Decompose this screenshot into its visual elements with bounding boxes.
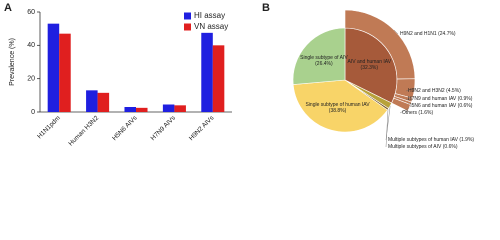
label-name: Others — [402, 110, 418, 116]
label-value: (0.6%) — [443, 144, 458, 150]
y-tick-label: 0 — [31, 109, 35, 116]
bar — [47, 23, 60, 113]
ring-label: Others (1.6%) — [402, 110, 433, 116]
label-name: H7N9 and human IAV — [408, 96, 457, 102]
x-tick-label: H5N6 AIVs — [111, 114, 139, 142]
legend-swatch — [184, 23, 191, 31]
y-axis-label: Prevalence (%) — [9, 38, 16, 86]
label-name: H9N2 and H3N2 — [408, 88, 445, 94]
legend-swatch — [184, 12, 191, 20]
x-tick-label: Human H3N2 — [67, 114, 100, 147]
slice-label: Multiple subtypes of human IAV (1.9%) — [388, 137, 474, 143]
slice-value: (26.4%) — [315, 61, 333, 67]
label-name: Multiple subtypes of human IAV — [388, 137, 459, 143]
bar — [201, 32, 213, 113]
ring-label: H9N2 and H1N1 (24.7%) — [400, 31, 456, 37]
slice-label: Single subtype of human IAV — [305, 102, 370, 108]
leader-line — [405, 98, 413, 101]
leader-line — [393, 29, 399, 35]
bar — [174, 105, 186, 112]
bar — [86, 90, 98, 112]
x-tick-label: H1N1pdm — [36, 115, 62, 141]
bar — [59, 33, 71, 112]
label-value: (0.9%) — [458, 96, 473, 102]
bar — [136, 107, 148, 112]
bar — [162, 104, 175, 112]
label-value: (0.6%) — [458, 103, 473, 109]
pie-slice — [292, 79, 388, 133]
x-tick-label: H9N2 AIVs — [188, 114, 216, 142]
panel-label: A — [4, 2, 12, 14]
legend-label: HI assay — [194, 11, 225, 20]
label-name: H5N6 and human IAV — [408, 103, 457, 109]
panel-label: B — [262, 2, 270, 14]
label-value: (24.7%) — [438, 31, 456, 37]
y-tick-label: 60 — [27, 9, 35, 16]
ring-label: H7N9 and human IAV (0.9%) — [408, 96, 473, 102]
slice-label: AIV and human IAV — [348, 59, 392, 65]
label-value: (1.6%) — [418, 110, 433, 116]
bar — [212, 45, 225, 113]
slice-label: Multiple subtypes of AIV (0.6%) — [388, 144, 458, 150]
label-value: (1.9%) — [459, 137, 474, 143]
bar — [124, 107, 136, 112]
label-value: (4.5%) — [446, 88, 461, 94]
leader-line — [385, 109, 389, 148]
legend-label: VN assay — [194, 22, 228, 31]
bar — [97, 92, 110, 112]
y-tick-label: 20 — [27, 76, 35, 83]
ring-label: H5N6 and human IAV (0.6%) — [408, 103, 473, 109]
slice-value: (32.3%) — [361, 65, 379, 71]
label-name: H9N2 and H1N1 — [400, 31, 437, 37]
figure: A B Prevalence (%) 0 20 40 60 H1N1pdm Human H… — [4, 2, 474, 150]
slice-label: Single subtype of AIV — [300, 55, 348, 61]
leader-line — [405, 88, 415, 92]
y-tick-label: 40 — [27, 42, 35, 49]
ring-label: H9N2 and H3N2 (4.5%) — [408, 88, 461, 94]
pie-slice — [292, 27, 346, 85]
x-tick-label: H7N9 AIVs — [150, 114, 178, 142]
label-name: Multiple subtypes of AIV — [388, 144, 442, 150]
leader-line — [399, 107, 410, 114]
slice-value: (38.8%) — [329, 108, 347, 114]
